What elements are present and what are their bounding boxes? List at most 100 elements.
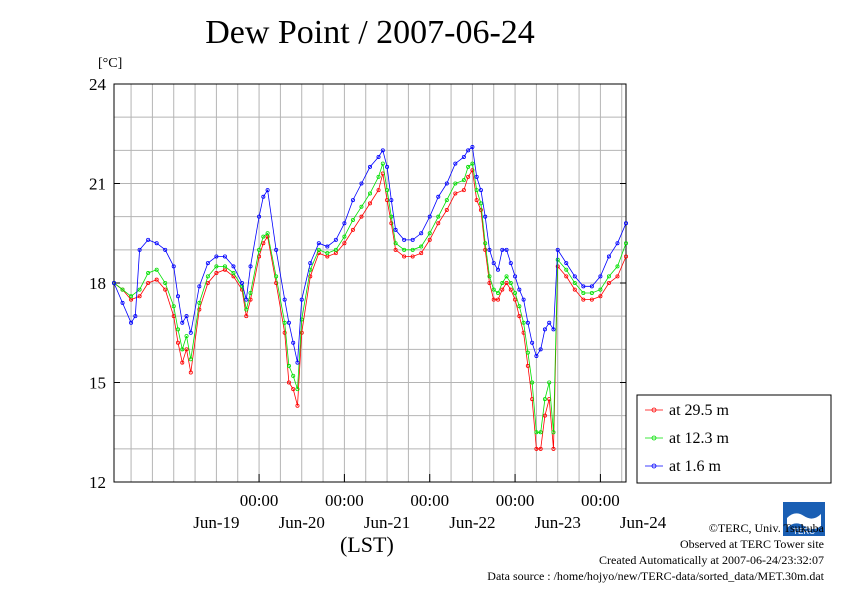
data-point [175,340,180,345]
data-point [530,380,535,385]
x-date-label: Jun-23 [535,513,581,532]
data-point [551,327,556,332]
data-point [517,287,522,292]
data-point [542,327,547,332]
data-point [436,214,441,219]
data-point [547,380,552,385]
data-point [538,446,543,451]
data-point [376,154,381,159]
data-point [513,274,518,279]
data-point [257,247,262,252]
x-tick-label: 00:00 [410,491,449,510]
data-point [137,287,142,292]
footer-copyright: ©TERC, Univ. Tsukuba [708,521,824,535]
data-point [184,334,189,339]
data-point [393,247,398,252]
data-point [389,198,394,203]
data-point [504,280,509,285]
data-point [248,290,253,295]
data-point [133,314,138,319]
data-point [598,274,603,279]
footer: ©TERC, Univ. Tsukuba Observed at TERC To… [487,520,824,584]
data-point [461,178,466,183]
data-point [184,314,189,319]
data-point [589,297,594,302]
x-date-label: Jun-21 [364,513,410,532]
y-tick-label: 15 [89,374,106,393]
data-point [265,188,270,193]
data-point [555,247,560,252]
data-point [291,373,296,378]
data-point [402,237,407,242]
data-point [197,307,202,312]
data-point [231,271,236,276]
series-line-2 [113,146,627,363]
data-point [359,204,364,209]
data-point [427,214,432,219]
data-point [474,188,479,193]
logo-text: TERC [793,527,815,536]
data-point [508,280,513,285]
data-point [487,274,492,279]
data-point [606,274,611,279]
data-point [581,290,586,295]
data-point [376,174,381,179]
data-point [453,191,458,196]
data-point [491,297,496,302]
data-point [581,297,586,302]
data-point [197,300,202,305]
data-point [466,174,471,179]
data-point [380,148,385,153]
data-point [402,254,407,259]
x-date-label: Jun-19 [193,513,239,532]
data-point [129,294,134,299]
data-point [393,227,398,232]
x-date-label: Jun-20 [279,513,325,532]
data-point [410,254,415,259]
data-point [534,446,539,451]
data-point [572,280,577,285]
data-point [483,247,488,252]
legend-box [636,394,832,484]
data-point [367,191,372,196]
data-point [188,330,193,335]
data-point [500,280,505,285]
data-point [504,247,509,252]
data-point [564,267,569,272]
data-point [393,241,398,246]
data-point [419,231,424,236]
data-point [551,446,556,451]
legend-label: at 1.6 m [669,458,722,475]
data-point [359,181,364,186]
data-point [137,247,142,252]
data-point [274,247,279,252]
chart-title: Dew Point / 2007-06-24 [205,14,535,51]
data-point [478,188,483,193]
data-point [299,297,304,302]
data-point [286,363,291,368]
data-point [316,241,321,246]
data-point [154,277,159,282]
data-point [513,297,518,302]
data-point [495,267,500,272]
data-point [598,294,603,299]
series-line-0 [113,169,627,450]
legend-label: at 12.3 m [669,430,730,447]
data-point [615,274,620,279]
data-point [410,247,415,252]
data-point [261,234,266,239]
data-point [180,347,185,352]
data-point [214,254,219,259]
data-point [470,168,475,173]
data-point [410,237,415,242]
data-point [419,244,424,249]
y-tick-label: 21 [89,175,106,194]
data-point [564,274,569,279]
data-point [188,370,193,375]
data-point [325,251,330,256]
terc-logo-icon: TERC [783,502,825,536]
data-point [444,198,449,203]
data-point [231,264,236,269]
data-point [171,264,176,269]
data-point [367,201,372,206]
